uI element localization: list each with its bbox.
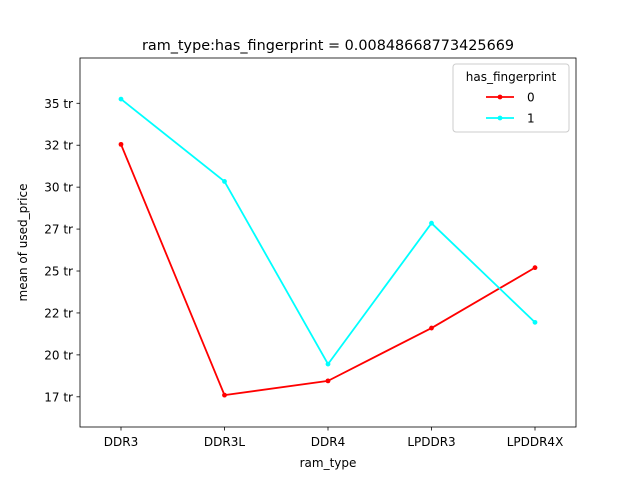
x-tick-label: LPDDR3 — [407, 435, 455, 449]
data-point-0 — [429, 325, 434, 331]
legend-marker-0 — [497, 94, 503, 100]
data-point-0 — [532, 265, 538, 271]
y-axis-label: mean of used_price — [16, 184, 30, 302]
y-tick-label: 20 tr — [44, 348, 73, 362]
data-point-0 — [118, 141, 124, 147]
data-point-1 — [118, 96, 124, 102]
y-tick-label: 22 tr — [44, 306, 73, 320]
x-axis-label: ram_type — [300, 456, 357, 470]
legend-marker-1 — [497, 115, 503, 121]
data-point-1 — [532, 319, 538, 325]
data-point-1 — [325, 361, 331, 367]
legend-box — [452, 63, 570, 133]
x-tick-label: DDR3L — [204, 435, 245, 449]
y-tick-label: 35 tr — [44, 97, 73, 111]
y-tick-label: 25 tr — [44, 265, 73, 279]
x-tick-label: LPDDR4X — [507, 435, 564, 449]
x-axis: DDR3 DDR3L DDR4 LPDDR3 LPDDR4X — [104, 427, 564, 449]
y-tick-label: 27 tr — [44, 223, 73, 237]
data-point-1 — [429, 220, 434, 226]
y-tick-label: 32 tr — [44, 139, 73, 153]
data-point-0 — [325, 378, 331, 384]
legend-label-1: 1 — [527, 112, 535, 126]
y-tick-label: 30 tr — [44, 181, 73, 195]
series-line-0 — [120, 144, 536, 397]
data-point-0 — [222, 392, 227, 398]
x-tick-label: DDR3 — [104, 435, 138, 449]
y-tick-label: 17 tr — [44, 390, 73, 404]
x-tick-label: DDR4 — [311, 435, 345, 449]
chart-title: ram_type:has_fingerprint = 0.00848668773… — [142, 38, 514, 54]
legend: has_fingerprint 0 1 — [452, 63, 570, 133]
y-axis: 17 tr 20 tr 22 tr 25 tr 27 tr 30 tr 32 tr 35 tr — [44, 97, 80, 404]
legend-label-0: 0 — [527, 91, 535, 105]
plot-lines — [118, 96, 538, 398]
series-line-1 — [120, 98, 536, 366]
data-point-1 — [222, 179, 227, 184]
legend-title: has_fingerprint — [466, 70, 557, 84]
